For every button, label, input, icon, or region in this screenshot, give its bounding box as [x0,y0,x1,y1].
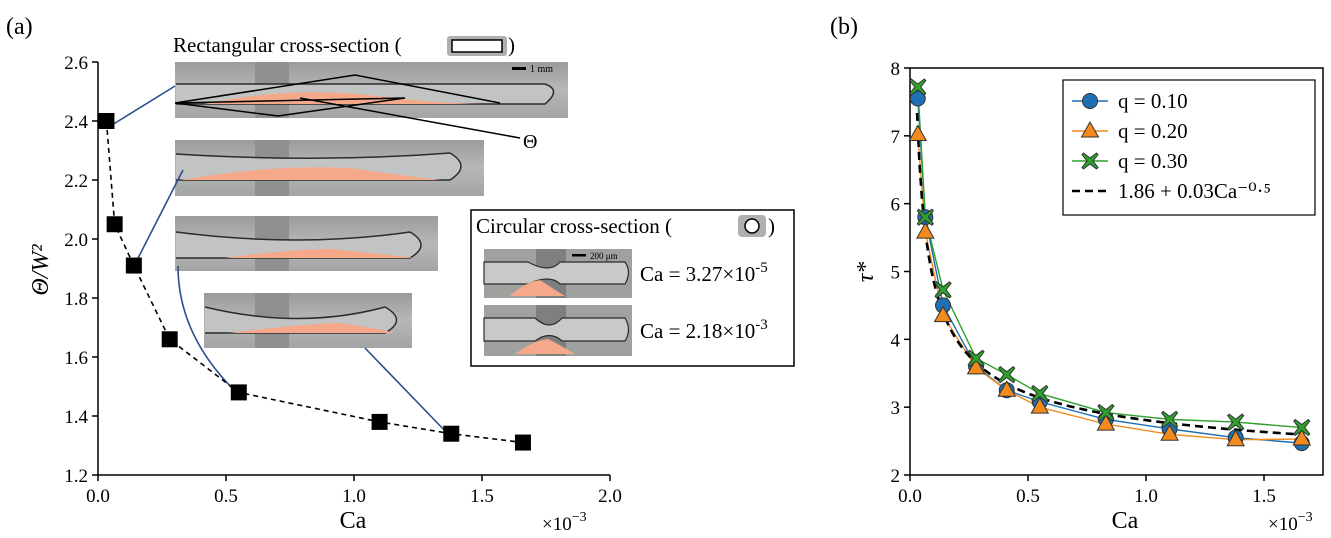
circular-inset: Circular cross-section ( ) 200 μm Ca = 3… [470,209,795,367]
panel-b-data-point [915,222,935,239]
panel-b-legend: q = 0.10 q = 0.20 q = 0.30 1.86 + 0.03Ca⁻⁰·… [1062,79,1316,216]
panel-a-data-point [161,331,178,348]
panel-a-y-tick-label: 2.4 [64,112,88,133]
rect-caption: Rectangular cross-section ( [173,33,402,57]
scale-bar-circ: 200 μm [590,251,618,261]
legend-marker [1081,152,1099,170]
panel-a-x-tick-label: 0.0 [86,486,110,507]
panel-b-data-point [916,208,935,226]
panel-b-x-tick-label: 0.5 [1016,486,1040,507]
circ-caption: Circular cross-section ( [476,214,672,238]
theta-label: Θ [523,131,537,153]
panel-b-series-line [917,134,1302,441]
panel-b-data-point [997,380,1017,397]
panel-a-y-tick-label: 2.2 [64,171,88,192]
rect-inset-3 [175,216,438,271]
panel-b-y-tick-label: 7 [891,127,901,148]
panel-a-x-multiplier: ×10−3 [542,510,587,535]
rect-caption-close: ) [508,33,515,57]
circ-image-2 [483,305,632,356]
panel-b-x-tick-label: 0.0 [898,486,922,507]
panel-b-data-point [1293,418,1311,437]
circ-image-1: 200 μm [483,249,632,298]
panel-b-data-point [1292,429,1312,446]
panel-b-data-point [966,357,986,375]
legend-label: q = 0.10 [1118,89,1188,113]
panel-a-x-tick-label: 1.5 [470,486,494,507]
panel-b-y-label: τ* [853,262,879,283]
panel-b-data-point [909,90,926,107]
rect-inset-1: 1 mm [174,62,568,139]
legend-label: 1.86 + 0.03Ca⁻⁰·⁵ [1118,179,1271,203]
panel-a-data-point [125,257,142,274]
panel-a-data-point [371,413,388,430]
panel-a-y-tick-label: 1.2 [64,466,88,487]
panel-b-data-point [1096,414,1116,431]
panel-a-y-tick-label: 1.6 [64,348,88,369]
panel-a-x-tick-label: 2.0 [598,486,622,507]
panel-a-x-tick-label: 1.0 [342,486,366,507]
panel-b-chart: 0.0 0.5 1.0 1.5 2 3 4 5 6 7 8 Ca τ* ×10−3 q = 0.1… [853,59,1324,535]
panel-b-y-tick-label: 6 [891,195,901,216]
panel-a-data-point [230,384,247,401]
panel-a-data-point [106,216,123,233]
panel-b-data-point [1227,413,1245,431]
inset-connectors [111,85,449,435]
panel-a-chart: 0.0 0.5 1.0 1.5 2.0 1.2 1.4 1.6 1.8 2.0 2.2 2.4 2.6… [28,33,795,535]
panel-b-data-point [1160,410,1179,429]
panel-b-y-tick-label: 8 [891,59,901,80]
panel-b-label: (b) [830,14,858,40]
panel-a-data-point [98,113,115,129]
panel-b-x-label: Ca [1112,508,1139,534]
panel-a-y-tick-label: 1.4 [64,407,88,428]
panel-b-y-tick-label: 4 [891,330,901,351]
circ-caption-close: ) [768,214,775,238]
panel-b-y-tick-label: 2 [891,466,901,487]
panel-b-series-line [917,86,1302,429]
panel-b-data-point [909,78,927,96]
panel-b-data-point [933,305,953,323]
rect-inset-4 [204,293,412,348]
legend-marker [1082,93,1098,109]
panel-b-data-point [1031,384,1049,403]
panel-b-y-tick-label: 3 [891,398,901,419]
panel-b-data-point [934,281,952,299]
ca-label-1: Ca = 3.27×10-5 [640,260,768,286]
panel-a-data-point [514,434,531,451]
scale-bar-rect: 1 mm [530,64,553,75]
rect-inset-2 [175,140,484,196]
panel-b-data-point [1097,403,1115,422]
panel-a-y-tick-label: 1.8 [64,289,88,310]
panel-b-y-tick-label: 5 [891,263,901,284]
panel-b-x-multiplier: ×10−3 [1268,510,1313,535]
panel-b-x-tick-label: 1.0 [1134,486,1158,507]
panel-b-series-line [917,98,1302,444]
panel-a-y-label: Θ/W² [28,244,54,296]
panel-b-data-point [908,124,928,141]
panel-a-y-tick-label: 2.0 [64,230,88,251]
panel-b-data-point [1160,424,1179,441]
ca-label-2: Ca = 2.18×10-3 [640,317,768,343]
panel-a-data-point [443,425,460,442]
panel-b-data-point [1030,397,1050,414]
panel-a-label: (a) [6,14,33,40]
legend-marker [1080,120,1100,138]
legend-label: q = 0.30 [1118,149,1188,173]
panel-b-data-point [998,365,1016,384]
panel-a-x-tick-label: 0.5 [214,486,238,507]
legend-label: q = 0.20 [1118,119,1188,143]
panel-b-data-point [967,349,985,367]
panel-a-x-label: Ca [340,508,367,534]
panel-b-data-point [1226,429,1246,447]
panel-b-x-tick-label: 1.5 [1252,486,1276,507]
panel-a-y-tick-label: 2.6 [64,53,88,74]
